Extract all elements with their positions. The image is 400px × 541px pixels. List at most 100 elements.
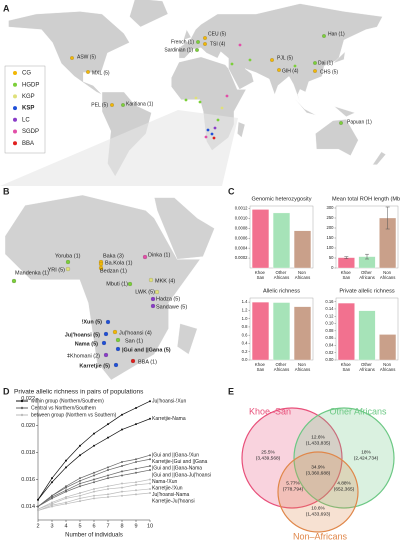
x-axis-label: Number of individuals (65, 533, 123, 539)
legend-box (4, 65, 46, 154)
point (135, 406, 137, 409)
population-label: Ju|'hoansi (4) (119, 330, 152, 336)
legend-label: between group (Northern vs Southern) (31, 412, 117, 418)
panel-label: B (3, 186, 10, 196)
y-tick-label: 1.0 (242, 316, 248, 321)
venn-count: (778,794) (283, 486, 304, 492)
x-tick-label: Non Africans (380, 362, 396, 372)
population-dot (105, 319, 111, 325)
y-tick-label: 0.020 (21, 423, 35, 429)
population-dot (121, 103, 125, 107)
population-dot (127, 281, 133, 287)
sample-dot (225, 94, 229, 98)
point (107, 493, 109, 496)
population-dot (339, 121, 343, 125)
point (107, 469, 109, 472)
sample-dot (204, 135, 208, 139)
chart-title: Genomic heterozygosity (251, 196, 311, 202)
y-tick-label: 0.0008 (235, 225, 248, 230)
venn-percent: 4.88% (337, 480, 351, 486)
y-tick-label: 0.0004 (235, 245, 248, 250)
point (107, 477, 109, 480)
venn-set (241, 407, 343, 509)
point (135, 493, 137, 496)
y-tick-label: 0.0010 (235, 216, 248, 221)
point (121, 413, 123, 416)
population-label: PEL (5) (91, 102, 108, 108)
y-tick-label: 0.2 (242, 349, 248, 354)
venn-set (277, 451, 359, 533)
y-tick-label: 0.4 (242, 341, 248, 346)
population-dot (313, 61, 317, 65)
legend-dot (13, 82, 17, 87)
point (79, 444, 81, 447)
panel-label: C (228, 186, 235, 196)
population-dot (65, 266, 71, 272)
population-label: TSI (4) (210, 41, 226, 47)
point (79, 482, 81, 485)
legend-dot (13, 106, 17, 111)
y-tick-label: 0.02 (325, 350, 334, 355)
point (79, 479, 81, 482)
landmass (372, 151, 387, 166)
point (149, 454, 151, 457)
point (37, 498, 39, 501)
bar (251, 301, 270, 361)
venn-percent: 10.6% (311, 505, 325, 511)
legend-dot (13, 129, 17, 134)
landmass (4, 194, 201, 381)
population-label: Sardinian (1) (164, 47, 193, 53)
population-label: MKK (4) (155, 278, 175, 284)
series-label: Karretjie-|Gui and ||Gana (152, 459, 208, 465)
point (149, 458, 151, 461)
population-label: |Gui and ||Gana (5) (122, 347, 171, 353)
x-tick-label: Non Africans (380, 270, 396, 280)
point (121, 428, 123, 431)
point (135, 467, 137, 470)
x-tick-label: 8 (120, 523, 123, 529)
chart-title: Private allelic richness (339, 288, 395, 294)
landmass (153, 197, 215, 260)
population-dot (203, 36, 207, 40)
population-dot (142, 254, 148, 260)
chart-title: Mean total ROH length (Mb) (332, 196, 400, 202)
sample-dot (213, 126, 217, 130)
sample-dot (194, 96, 198, 100)
point (51, 477, 53, 480)
y-tick-label: 0.022 (21, 396, 35, 402)
point (121, 482, 123, 485)
y-tick-label: 0.12 (325, 313, 334, 318)
x-tick-label: 9 (134, 523, 137, 529)
y-tick-label: 200 (327, 225, 335, 230)
bar (337, 302, 355, 361)
population-label: Han (1) (328, 31, 345, 37)
error-bar (385, 206, 390, 230)
legend-dot (13, 71, 17, 75)
population-dot (150, 296, 156, 302)
point (65, 459, 67, 462)
venn-percent: 18% (361, 449, 371, 455)
x-tick-label: Khoe San (341, 270, 352, 280)
y-tick-label: 0.016 (21, 477, 35, 483)
population-dot (65, 259, 71, 265)
population-label: Ju|'hoansi (5) (65, 332, 100, 338)
point (107, 485, 109, 488)
legend-label: KSP (22, 106, 34, 112)
x-tick-label: Non Africans (295, 270, 311, 280)
y-tick-label: 0.10 (325, 321, 334, 326)
landmass (178, 3, 383, 103)
point (107, 474, 109, 477)
point (149, 492, 151, 494)
legend-label: SGDP (22, 129, 39, 135)
x-tick-label: Khoe San (341, 362, 352, 372)
point (51, 481, 53, 484)
zoom-wedge (0, 110, 238, 186)
population-label: CHS (5) (320, 69, 338, 75)
population-label: Baka (3) (103, 253, 124, 259)
y-tick-label: 0 (331, 265, 334, 270)
legend-dot (13, 141, 17, 146)
y-tick-label: 0.0012 (235, 206, 248, 211)
population-label: Sandawe (5) (156, 304, 187, 310)
population-label: ǂKhomani (2) (67, 353, 100, 359)
